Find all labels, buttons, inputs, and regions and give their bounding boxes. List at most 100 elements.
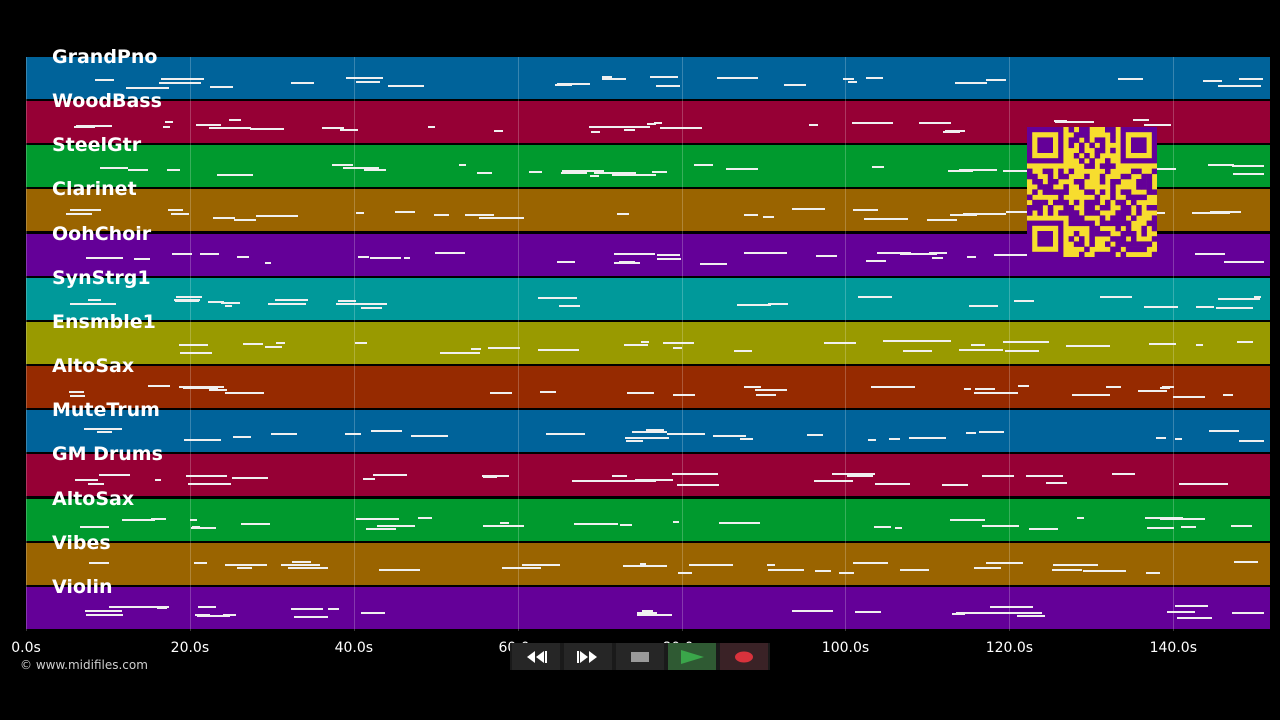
note-mark	[1175, 604, 1208, 607]
note-mark	[293, 615, 329, 618]
note-mark	[87, 482, 105, 485]
note-mark	[394, 211, 415, 214]
fast-forward-button[interactable]	[564, 643, 612, 670]
note-mark	[873, 526, 891, 529]
note-mark	[1230, 525, 1252, 528]
note-mark	[1218, 298, 1260, 301]
note-mark	[955, 81, 987, 84]
note-mark	[478, 217, 524, 220]
note-mark	[172, 252, 193, 255]
note-mark	[948, 169, 973, 172]
note-mark	[470, 348, 481, 351]
track-lane[interactable]	[26, 410, 1270, 453]
record-icon	[735, 651, 753, 662]
note-mark	[556, 261, 576, 264]
note-mark	[1099, 295, 1132, 298]
track-lane[interactable]	[26, 57, 1270, 99]
note-mark	[611, 173, 657, 176]
note-mark	[217, 173, 253, 176]
note-mark	[986, 562, 1024, 565]
note-mark	[224, 392, 264, 395]
note-mark	[87, 299, 101, 302]
note-mark	[1176, 616, 1213, 619]
note-mark	[919, 122, 951, 125]
note-mark	[232, 435, 251, 438]
note-mark	[1138, 390, 1167, 393]
note-mark	[966, 256, 976, 259]
note-mark	[1146, 168, 1177, 171]
note-mark	[100, 166, 128, 169]
track-label: Violin	[52, 575, 113, 598]
track-lane[interactable]	[26, 277, 1270, 320]
note-mark	[744, 251, 787, 254]
note-mark	[1118, 77, 1143, 80]
note-mark	[642, 610, 653, 613]
play-button[interactable]	[668, 643, 716, 670]
stop-button[interactable]	[616, 643, 664, 670]
note-mark	[637, 614, 672, 617]
note-mark	[608, 126, 650, 129]
note-mark	[1144, 124, 1172, 127]
note-mark	[657, 258, 682, 261]
note-mark	[688, 564, 734, 567]
note-mark	[1196, 343, 1203, 346]
note-mark	[187, 482, 231, 485]
track-lane[interactable]	[26, 586, 1270, 629]
track-lane[interactable]	[26, 321, 1270, 364]
note-mark	[554, 84, 573, 87]
note-mark	[335, 303, 365, 306]
note-mark	[634, 479, 674, 482]
note-mark	[589, 125, 611, 128]
note-mark	[343, 166, 379, 169]
note-mark	[1215, 306, 1254, 309]
note-mark	[355, 518, 400, 521]
note-mark	[209, 127, 252, 130]
track-lane[interactable]	[26, 454, 1270, 497]
note-mark	[970, 344, 986, 347]
note-mark	[974, 387, 995, 390]
note-mark	[1132, 119, 1150, 122]
piano-roll[interactable]	[26, 57, 1270, 631]
note-mark	[632, 431, 668, 434]
note-mark	[292, 561, 311, 564]
note-mark	[1146, 571, 1161, 574]
note-mark	[871, 386, 915, 389]
note-mark	[89, 562, 109, 565]
note-mark	[220, 301, 240, 304]
note-mark	[951, 613, 965, 616]
note-mark	[488, 346, 521, 349]
note-mark	[1167, 611, 1195, 614]
note-mark	[328, 608, 339, 611]
note-mark	[636, 611, 658, 614]
note-mark	[968, 305, 998, 307]
note-mark	[1174, 438, 1183, 441]
note-mark	[232, 476, 269, 479]
note-mark	[180, 351, 212, 354]
track-lane[interactable]	[26, 498, 1270, 541]
note-mark	[1054, 119, 1068, 122]
note-mark	[528, 171, 543, 174]
transport-controls	[510, 643, 770, 670]
record-button[interactable]	[720, 643, 768, 670]
note-mark	[338, 300, 357, 303]
note-mark	[625, 439, 644, 442]
note-mark	[179, 385, 215, 388]
note-mark	[743, 214, 759, 217]
note-mark	[865, 260, 886, 263]
note-mark	[347, 76, 384, 79]
note-mark	[848, 80, 858, 83]
note-mark	[351, 303, 387, 306]
note-mark	[649, 76, 679, 79]
track-lane[interactable]	[26, 366, 1270, 409]
note-mark	[75, 478, 98, 481]
note-mark	[291, 607, 324, 610]
note-mark	[1111, 473, 1136, 476]
note-mark	[762, 215, 774, 218]
track-lane[interactable]	[26, 542, 1270, 585]
note-mark	[410, 434, 442, 437]
note-mark	[360, 612, 385, 615]
rewind-button[interactable]	[512, 643, 560, 670]
note-mark	[662, 341, 694, 344]
note-mark	[434, 252, 466, 255]
note-mark	[900, 252, 937, 255]
